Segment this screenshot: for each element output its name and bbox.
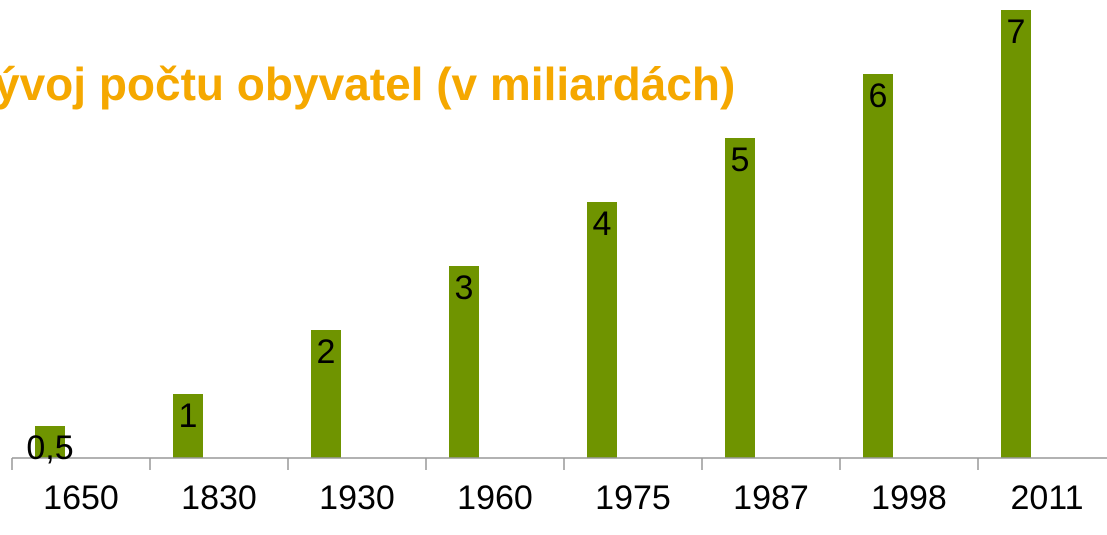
data-label: 2 bbox=[317, 333, 336, 371]
x-tick-label: 1987 bbox=[733, 479, 809, 517]
data-label: 1 bbox=[179, 397, 198, 435]
data-label: 3 bbox=[455, 269, 474, 307]
x-tick-label: 1975 bbox=[595, 479, 671, 517]
bar bbox=[1001, 10, 1031, 458]
data-label: 0,5 bbox=[26, 429, 73, 467]
data-label: 7 bbox=[1007, 13, 1026, 51]
bar bbox=[173, 394, 203, 458]
bar bbox=[35, 426, 65, 458]
data-label: 4 bbox=[593, 205, 612, 243]
x-tick-label: 2011 bbox=[1010, 479, 1083, 517]
bar bbox=[725, 138, 755, 458]
bar bbox=[863, 74, 893, 458]
x-tick-label: 1998 bbox=[871, 479, 947, 517]
bar bbox=[587, 202, 617, 458]
x-tick-label: 1830 bbox=[181, 479, 257, 517]
data-label: 6 bbox=[869, 77, 888, 115]
data-label: 5 bbox=[731, 141, 750, 179]
x-tick-label: 1930 bbox=[319, 479, 395, 517]
x-tick-label: 1650 bbox=[43, 479, 119, 517]
x-tick-label: 1960 bbox=[457, 479, 533, 517]
bar bbox=[311, 330, 341, 458]
bar bbox=[449, 266, 479, 458]
chart-title: ývoj počtu obyvatel (v miliardách) bbox=[0, 58, 735, 110]
